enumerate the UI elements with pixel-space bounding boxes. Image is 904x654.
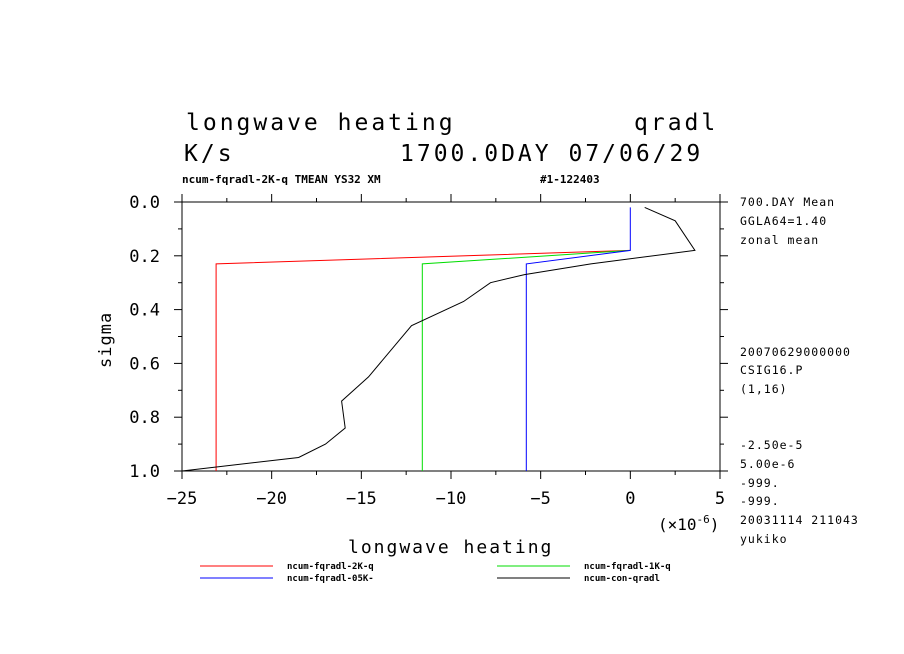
axis-tick-labels: −25 −20 −15 −10 −5 0 5 0.0 0.2 0.4 0.6 0.8 1.0 [129, 193, 725, 509]
chart-title: longwave heating [186, 110, 456, 136]
run-id-label: #1-122403 [540, 173, 600, 186]
y-tick-label: 1.0 [129, 462, 160, 482]
y-tick-label: 0.4 [129, 301, 160, 321]
series-line-ncum-fqradl-05K- [525, 207, 631, 471]
info-sigma: CSIG16.P [740, 363, 803, 377]
series-line-ncum-fqradl-1K-q [421, 249, 631, 471]
series-line-ncum-fqradl-2K-q [215, 249, 631, 471]
info-undef-1: -999. [740, 476, 780, 490]
x-scale-label: (×10-6) [658, 513, 719, 534]
y-tick-label: 0.8 [129, 408, 160, 428]
series-line-ncum-con-qradl [181, 206, 696, 472]
x-tick-label: −5 [530, 489, 550, 509]
x-tick-label: −25 [167, 489, 198, 509]
y-tick-label: 0.2 [129, 247, 160, 267]
y-tick-label: 0.6 [129, 354, 160, 374]
series-lines [181, 206, 696, 472]
variable-name: qradl [634, 110, 718, 136]
legend: ncum-fqradl-2K-q ncum-fqradl-1K-q ncum-f… [200, 562, 671, 584]
info-user: yukiko [740, 532, 788, 546]
units-label: K/s [184, 141, 235, 167]
info-date: 20070629000000 [740, 345, 851, 359]
info-index: (1,16) [740, 382, 788, 396]
info-mean: 700.DAY Mean [740, 195, 835, 209]
plot-frame [181, 201, 721, 472]
info-interval: 5.00e-6 [740, 457, 795, 471]
x-axis-title: longwave heating [348, 537, 553, 558]
info-grid: GGLA64=1.40 [740, 214, 827, 228]
x-scale-prefix: (×10 [658, 515, 697, 534]
info-created: 20031114 211043 [740, 513, 859, 527]
legend-label-2k: ncum-fqradl-2K-q [287, 562, 374, 572]
legend-label-05k: ncum-fqradl-05K- [287, 574, 374, 584]
x-tick-label: −15 [346, 489, 377, 509]
info-undef-2: -999. [740, 494, 780, 508]
time-label: 1700.0DAY 07/06/29 [400, 141, 703, 167]
x-tick-label: 0 [625, 489, 635, 509]
legend-label-con: ncum-con-qradl [584, 574, 660, 584]
x-scale-exponent: -6 [697, 513, 710, 526]
info-min: -2.50e-5 [740, 438, 803, 452]
x-tick-label: −20 [256, 489, 287, 509]
legend-label-1k: ncum-fqradl-1K-q [584, 562, 671, 572]
x-tick-label: 5 [715, 489, 725, 509]
x-scale-suffix: ) [710, 515, 720, 534]
x-tick-label: −10 [436, 489, 467, 509]
axis-ticks [174, 194, 728, 479]
y-tick-label: 0.0 [129, 193, 160, 213]
info-zonal: zonal mean [740, 233, 819, 247]
y-axis-title: sigma [96, 312, 116, 368]
experiment-label: ncum-fqradl-2K-q TMEAN YS32 XM [182, 173, 381, 186]
